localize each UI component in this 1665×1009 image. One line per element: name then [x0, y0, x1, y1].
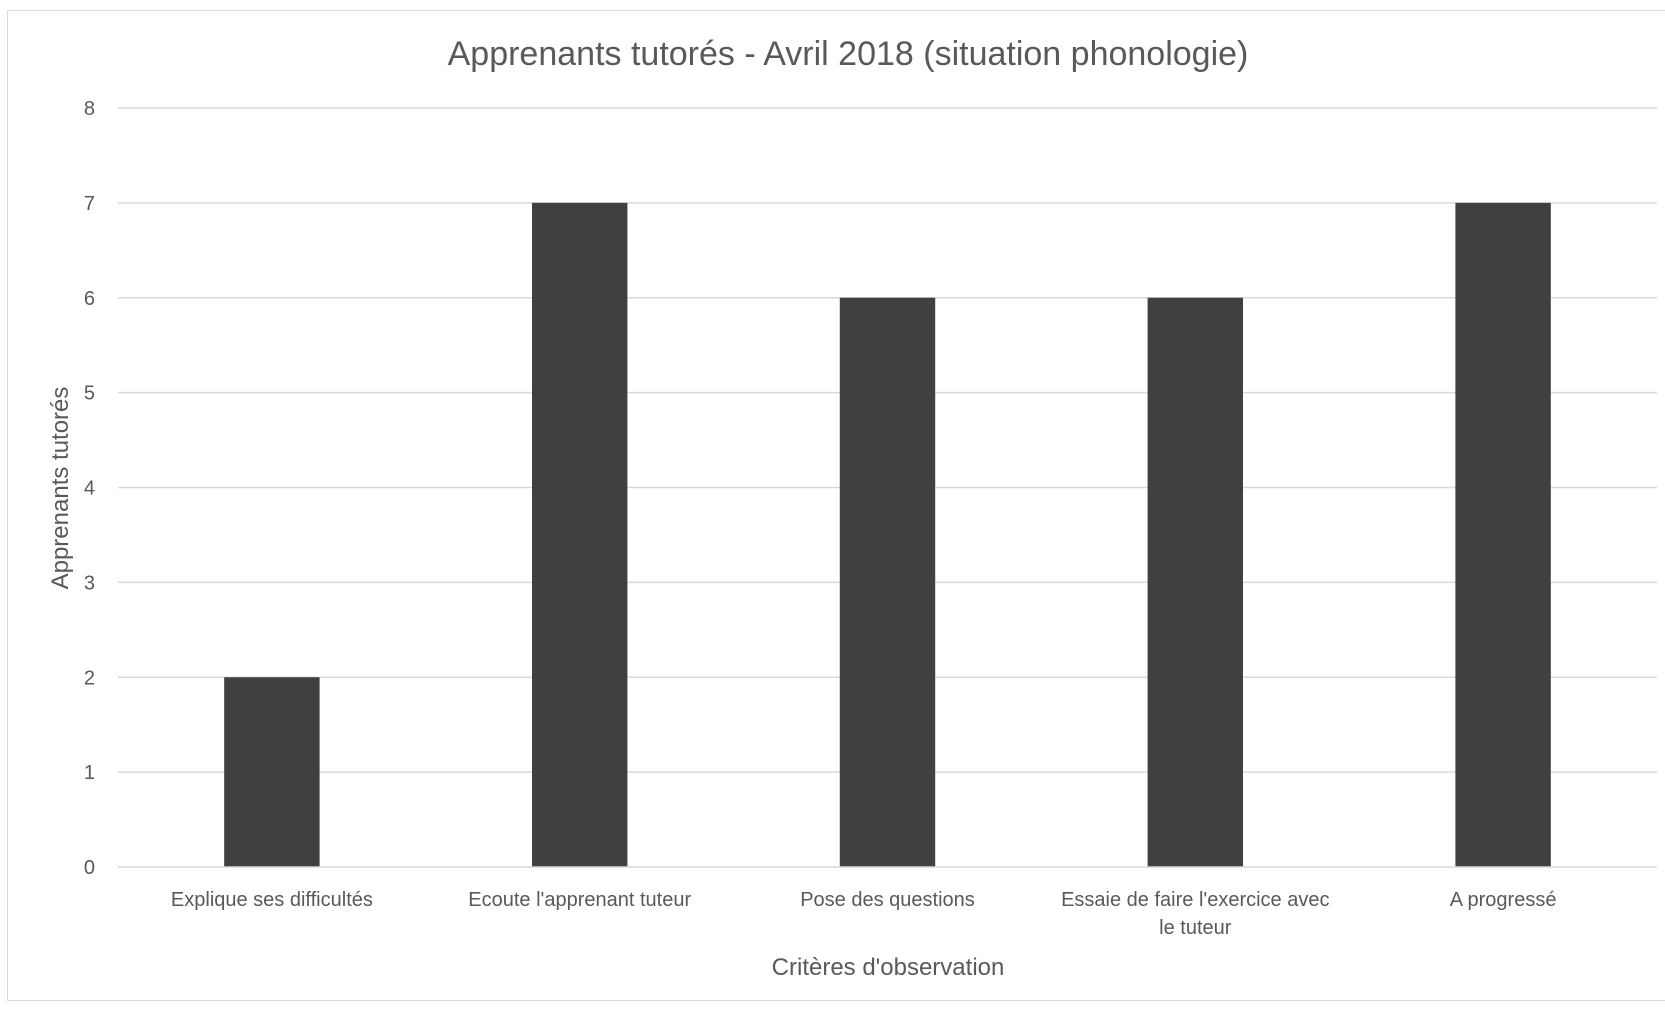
y-tick-label: 1 [84, 762, 95, 784]
bar [839, 297, 936, 867]
x-category-label: Essaie de faire l'exercice avec [1061, 889, 1329, 911]
bar [1147, 297, 1244, 867]
x-category-label: Ecoute l'apprenant tuteur [468, 889, 691, 911]
y-tick-label: 0 [84, 857, 95, 879]
y-tick-label: 5 [84, 383, 95, 405]
y-tick-label: 6 [84, 288, 95, 310]
bar [1455, 202, 1551, 867]
x-axis-title: Critères d'observation [772, 954, 1005, 981]
y-tick-label: 8 [84, 98, 95, 120]
bars [224, 202, 1551, 867]
x-category-label: le tuteur [1159, 917, 1232, 939]
x-axis-labels: Explique ses difficultés Ecoute l'apprena… [171, 889, 1557, 939]
y-tick-label: 2 [84, 667, 95, 689]
bar [531, 202, 628, 867]
y-tick-label: 4 [84, 478, 95, 500]
y-tick-label: 7 [84, 193, 95, 215]
x-category-label: A progressé [1450, 889, 1557, 911]
x-category-label: Explique ses difficultés [171, 889, 373, 911]
bar [224, 677, 320, 867]
y-tick-label: 3 [84, 572, 95, 594]
y-axis-ticks: 0 1 2 3 4 5 6 7 8 [84, 98, 95, 879]
y-axis-title: Apprenants tutorés [47, 387, 74, 590]
x-category-label: Pose des questions [800, 889, 975, 911]
chart-title: Apprenants tutorés - Avril 2018 (situati… [448, 35, 1249, 73]
